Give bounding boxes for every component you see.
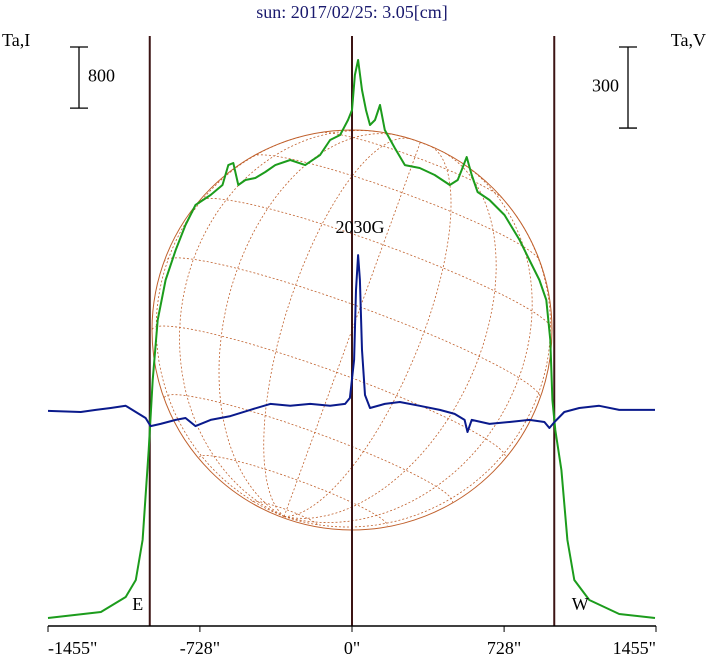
- heliographic-grid: [283, 216, 551, 528]
- heliographic-grid: [218, 133, 395, 517]
- heliographic-grid: [179, 130, 377, 517]
- x-tick-label: -1455": [48, 638, 97, 658]
- y-axis-label: Ta,I: [2, 30, 30, 50]
- series-line: [47, 254, 655, 433]
- x-tick-label: -728": [180, 638, 220, 658]
- annotation: W: [572, 594, 589, 614]
- y2-axis-label: Ta,V: [671, 30, 706, 50]
- x-tick-label: 728": [487, 638, 521, 658]
- heliographic-grid: [284, 145, 452, 517]
- heliographic-grid: [283, 161, 533, 523]
- scale-bar-label: 800: [88, 66, 115, 86]
- scale-bar-label: 300: [592, 76, 619, 96]
- heliographic-grid: [155, 136, 300, 517]
- heliographic-grid: [396, 134, 444, 153]
- heliographic-grid: [263, 137, 411, 517]
- annotation: 2030G: [336, 217, 385, 237]
- heliographic-grid: [252, 154, 540, 261]
- series-line: [47, 59, 656, 619]
- heliographic-grid: [321, 132, 503, 199]
- x-tick-label: 0": [344, 638, 360, 658]
- annotation: E: [132, 594, 143, 614]
- x-tick-label: 1455": [613, 638, 656, 658]
- heliographic-grid: [252, 500, 319, 526]
- chart-title: sun: 2017/02/25: 3.05[cm]: [256, 2, 448, 22]
